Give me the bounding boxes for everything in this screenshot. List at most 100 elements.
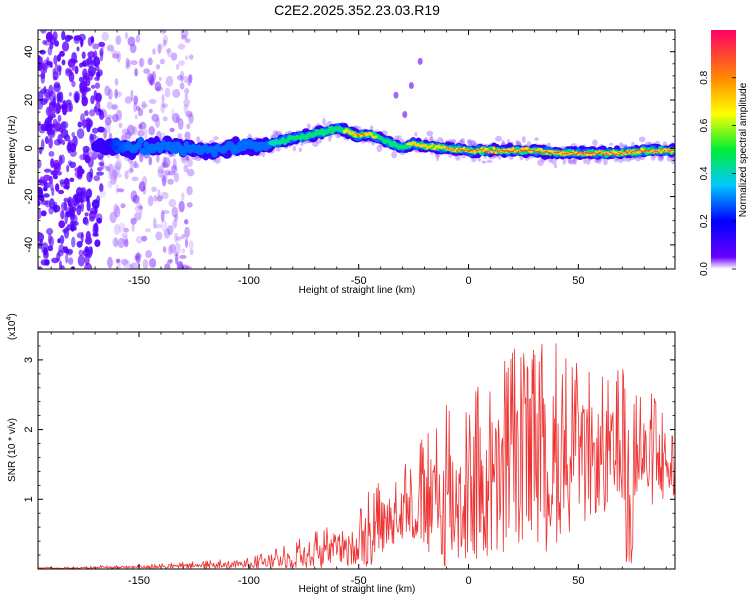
spectrogram-ridge-blob [494, 149, 497, 152]
spectrogram-noise-blob [103, 127, 107, 140]
spectrogram-noise-blob [148, 126, 155, 136]
spectrogram-noise-blob [97, 167, 103, 172]
spectrogram-noise-blob [58, 220, 66, 229]
spectrogram-noise-blob [160, 210, 165, 222]
spectrogram-ridge-blob [477, 149, 480, 151]
spectrogram-noise-blob [89, 109, 96, 117]
spectrogram-halo-blob [391, 151, 397, 159]
spectrogram-ridge-blob [607, 153, 609, 156]
spectrogram-noise-blob [61, 139, 66, 146]
spectrogram-ridge-blob [600, 151, 603, 153]
spectrogram-ridge-blob [611, 151, 613, 154]
spectrogram-noise-blob [139, 153, 144, 163]
spectrogram-ridge-blob [568, 151, 571, 154]
spectrogram-halo-blob [182, 157, 187, 161]
spectrogram-halo-blob [272, 130, 279, 137]
spectrogram-noise-blob [54, 40, 59, 47]
spectrogram-ridge-blob [463, 149, 466, 152]
spectrogram-noise-blob [94, 239, 101, 247]
spectrogram-noise-blob [184, 87, 190, 95]
spectrogram-ridge-blob [535, 150, 538, 153]
spectrogram-noise-blob [177, 43, 186, 50]
colorbar-tick-label: 0.6 [699, 118, 710, 132]
spectrogram-noise-blob [186, 75, 191, 86]
spectrogram-noise-blob [180, 70, 185, 83]
spectrogram-noise-blob [64, 102, 72, 113]
spectrogram-halo-blob [537, 159, 544, 167]
spectrogram-halo-blob [521, 136, 526, 143]
spectrogram-halo-blob [426, 130, 434, 137]
spectrogram-noise-blob [184, 131, 191, 141]
spectrogram-noise-blob [164, 263, 171, 269]
spectrogram-ridge-blob [621, 153, 624, 155]
spectrogram-noise-blob [94, 82, 100, 89]
spectrogram-halo-blob [486, 159, 493, 163]
spectrogram-noise-blob [38, 61, 43, 71]
spectrogram-ridge-blob [491, 149, 494, 152]
spectrogram-noise-blob [169, 127, 175, 133]
spectrogram-ridge-blob [512, 150, 515, 153]
spectrogram-ridge-blob [638, 149, 642, 154]
spectrogram-ridge-blob [663, 149, 666, 152]
spectrogram-noise-blob [38, 188, 42, 197]
spectrogram-noise-blob [157, 43, 164, 50]
spectrogram-noise-blob [161, 175, 167, 187]
snr-x-label: Height of straight line (km) [299, 584, 416, 595]
spectrogram-noise-blob [95, 71, 101, 78]
spectrogram-noise-blob [133, 95, 139, 105]
spectrogram-noise-blob [81, 96, 88, 107]
spectrogram-noise-blob [162, 209, 170, 215]
spectrogram-noise-blob [84, 218, 90, 226]
spectrogram-ridge-blob [452, 149, 455, 152]
spectrogram-noise-blob [163, 157, 171, 168]
spectrogram-noise-blob [177, 263, 184, 269]
spectrogram-marks [38, 30, 675, 269]
spectrogram-ridge-blob [475, 149, 478, 152]
spectrogram-noise-blob [99, 183, 104, 193]
spectrogram-ridge-blob [624, 150, 627, 153]
spectrogram-noise-blob [121, 128, 130, 135]
spectrogram-ridge-blob [667, 149, 669, 152]
spectrogram-noise-blob [80, 187, 87, 199]
spectrogram-ridge-blob [524, 146, 527, 151]
spectrogram-ridge-blob [609, 151, 611, 154]
spectrogram-ridge-blob [589, 152, 592, 155]
spectrogram-halo-blob [569, 158, 575, 162]
spectrogram-noise-blob [112, 113, 119, 123]
spectrogram-ridge-blob [517, 150, 520, 153]
spectrogram-ridge-blob [485, 147, 489, 150]
colorbar-ticks: 0.0 0.2 0.4 0.6 0.8 [699, 70, 736, 276]
y-tick-label: 20 [23, 94, 35, 106]
spectrogram-ridge-blob [644, 149, 647, 152]
spectrogram-ridge-blob [540, 153, 543, 155]
spectrogram-noise-blob [174, 214, 179, 222]
spectrogram-ridge-blob [584, 151, 587, 154]
spectrogram-noise-blob [52, 31, 58, 42]
spectrogram-ridge-blob [454, 147, 456, 150]
spectrogram-noise-blob [61, 59, 66, 66]
spectrogram-ridge-blob [612, 152, 615, 155]
spectrogram-noise-blob [188, 240, 194, 250]
spectrogram-noise-blob [164, 169, 171, 176]
spectrogram-noise-blob [109, 211, 117, 224]
spectrogram-ridge-blob [579, 151, 581, 153]
spectrogram-halo-blob [455, 155, 461, 161]
spectrogram-noise-blob [90, 84, 96, 89]
spectrogram-noise-blob [44, 136, 49, 145]
spectrogram-noise-blob [40, 210, 47, 217]
spectrogram-noise-blob [47, 46, 53, 56]
spectrogram-halo-blob [328, 136, 332, 142]
x-tick-label: -100 [238, 275, 260, 287]
spectrogram-ridge-blob [470, 149, 473, 152]
spectrogram-noise-blob [47, 128, 56, 139]
snr-series-line [38, 343, 675, 569]
spectrogram-halo-blob [437, 137, 443, 142]
spectrogram-noise-blob [86, 188, 93, 199]
spectrogram-ridge-blob [503, 150, 506, 152]
spectrogram-ridge-blob [461, 149, 464, 151]
spectrogram-ridge-blob [647, 150, 650, 153]
spectrogram-noise-blob [135, 235, 144, 244]
spectrogram-noise-blob [130, 89, 134, 102]
x-tick-label: -50 [351, 575, 367, 587]
spectrogram-noise-blob [141, 103, 149, 108]
